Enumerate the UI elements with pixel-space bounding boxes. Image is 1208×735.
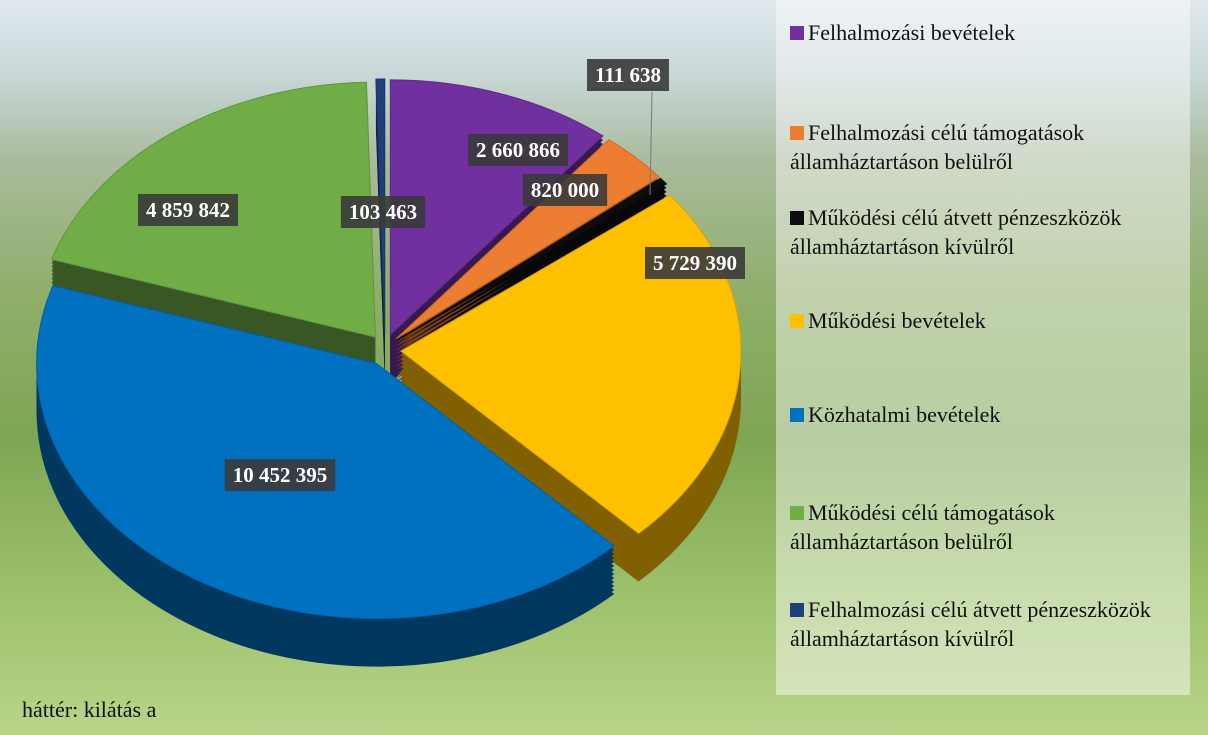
data-label: 10 452 395 <box>233 463 328 487</box>
legend-label: Működési célú támogatások államháztartás… <box>790 500 1055 554</box>
data-label: 820 000 <box>531 178 599 202</box>
legend-swatch <box>790 211 804 225</box>
data-label-box <box>522 174 608 206</box>
legend-label: Felhalmozási célú támogatások államházta… <box>790 120 1085 174</box>
legend-swatch <box>790 408 804 422</box>
legend-entry: Működési célú támogatások államháztartás… <box>790 498 1170 556</box>
data-label-box <box>587 59 669 91</box>
data-label-box <box>340 196 426 228</box>
legend-label: Felhalmozási bevételek <box>808 20 1016 45</box>
data-label: 103 463 <box>349 200 417 224</box>
legend-swatch <box>790 126 804 140</box>
legend: Felhalmozási bevételek Felhalmozási célú … <box>776 0 1190 695</box>
legend-swatch <box>790 603 804 617</box>
legend-entry: Felhalmozási bevételek <box>790 18 1170 47</box>
legend-swatch <box>790 26 804 40</box>
data-label-box <box>468 134 568 166</box>
legend-label: Felhalmozási célú átvett pénzeszközök ál… <box>790 597 1151 651</box>
legend-entry: Felhalmozási célú átvett pénzeszközök ál… <box>790 595 1170 653</box>
data-label-box <box>224 459 336 491</box>
leader-line <box>649 91 653 196</box>
legend-entry: Közhatalmi bevételek <box>790 400 1170 429</box>
data-label: 4 859 842 <box>146 198 230 222</box>
legend-swatch <box>790 314 804 328</box>
legend-swatch <box>790 506 804 520</box>
caption: háttér: kilátás a <box>22 697 157 722</box>
legend-entry: Működési bevételek <box>790 306 1170 335</box>
slice <box>397 177 668 341</box>
legend-label: Működési bevételek <box>808 308 986 333</box>
legend-label: Közhatalmi bevételek <box>808 402 1001 427</box>
legend-label: Működési célú átvett pénzeszközök államh… <box>790 205 1122 259</box>
data-label-box <box>138 194 238 226</box>
legend-entry: Felhalmozási célú támogatások államházta… <box>790 118 1170 176</box>
slice <box>400 194 742 535</box>
data-label: 111 638 <box>595 63 661 87</box>
legend-entry: Működési célú átvett pénzeszközök államh… <box>790 203 1170 261</box>
data-label: 5 729 390 <box>653 251 737 275</box>
data-label: 2 660 866 <box>476 138 560 162</box>
slice <box>36 285 616 620</box>
data-label-box <box>645 247 745 279</box>
